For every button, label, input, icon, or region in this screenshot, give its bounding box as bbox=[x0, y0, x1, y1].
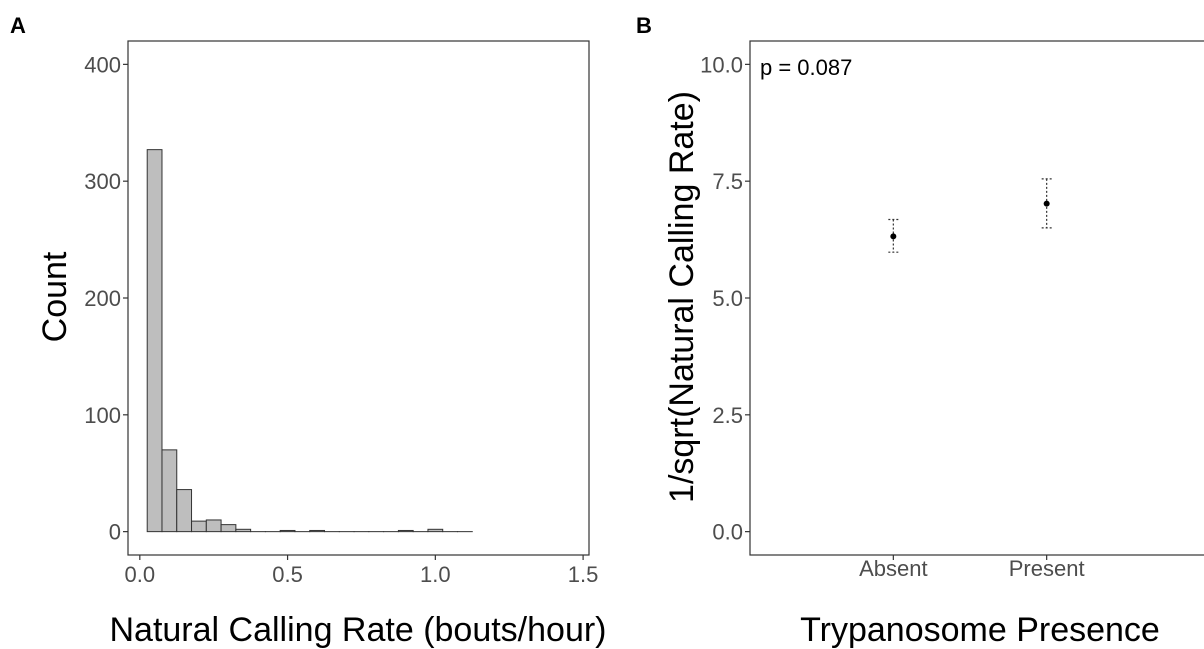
panel-a-plot-frame bbox=[127, 40, 590, 556]
panel-a-x-axis-title: Natural Calling Rate (bouts/hour) bbox=[109, 611, 606, 649]
panel-a-label: A bbox=[10, 13, 26, 38]
histogram-bar bbox=[235, 528, 252, 533]
y-tick-label: 5.0 bbox=[712, 286, 743, 311]
y-tick-label: 7.5 bbox=[712, 169, 743, 194]
panel-b-label: B bbox=[636, 13, 652, 38]
panel-a-y-ticks: 0 100 200 300 400 bbox=[84, 52, 128, 545]
histogram-bar bbox=[146, 149, 163, 533]
panel-b-x-ticks: Absent Present bbox=[859, 555, 1085, 581]
y-tick-label: 400 bbox=[84, 52, 121, 77]
histogram-bar bbox=[397, 529, 414, 533]
x-tick-label: 1.5 bbox=[568, 562, 599, 587]
histogram-bar bbox=[176, 489, 193, 533]
x-tick-label: Absent bbox=[859, 556, 928, 581]
panel-a-x-ticks: 0.0 0.5 1.0 1.5 bbox=[125, 555, 599, 587]
panel-a-bars bbox=[146, 149, 473, 533]
panel-b-y-ticks: 0.0 2.5 5.0 7.5 10.0 bbox=[700, 52, 750, 545]
histogram-bar bbox=[161, 449, 178, 533]
histogram-bar bbox=[279, 529, 296, 533]
y-tick-label: 300 bbox=[84, 169, 121, 194]
x-tick-label: 0.0 bbox=[125, 562, 156, 587]
x-tick-label: Present bbox=[1009, 556, 1085, 581]
p-value-annotation: p = 0.087 bbox=[760, 55, 852, 80]
y-tick-label: 0.0 bbox=[712, 520, 743, 545]
panel-b-y-axis-title: 1/sqrt(Natural Calling Rate) bbox=[663, 91, 701, 503]
y-tick-label: 100 bbox=[84, 403, 121, 428]
y-tick-label: 10.0 bbox=[700, 52, 743, 77]
y-tick-label: 0 bbox=[109, 520, 121, 545]
panel-b-points bbox=[888, 178, 1052, 253]
panel-a-histogram: A 0.0 0.5 1.0 1.5 0 100 200 300 400 Natural Cal… bbox=[10, 13, 607, 649]
histogram-bar bbox=[205, 519, 222, 533]
mean-point bbox=[1043, 200, 1050, 207]
x-tick-label: 1.0 bbox=[420, 562, 451, 587]
panel-b-x-axis-title: Trypanosome Presence bbox=[800, 611, 1160, 649]
histogram-bar bbox=[220, 524, 237, 533]
y-tick-label: 200 bbox=[84, 286, 121, 311]
histogram-bar bbox=[191, 520, 207, 533]
panel-a-y-axis-title: Count bbox=[36, 251, 74, 342]
histogram-bar bbox=[427, 528, 444, 533]
x-tick-label: 0.5 bbox=[272, 562, 303, 587]
panel-b-point-plot: B p = 0.087 Absent Present 0.0 2.5 5.0 7.5 10… bbox=[636, 13, 1204, 649]
mean-point bbox=[890, 233, 897, 240]
panel-b-plot-frame bbox=[749, 40, 1204, 556]
y-tick-label: 2.5 bbox=[712, 403, 743, 428]
histogram-bar bbox=[309, 529, 326, 533]
